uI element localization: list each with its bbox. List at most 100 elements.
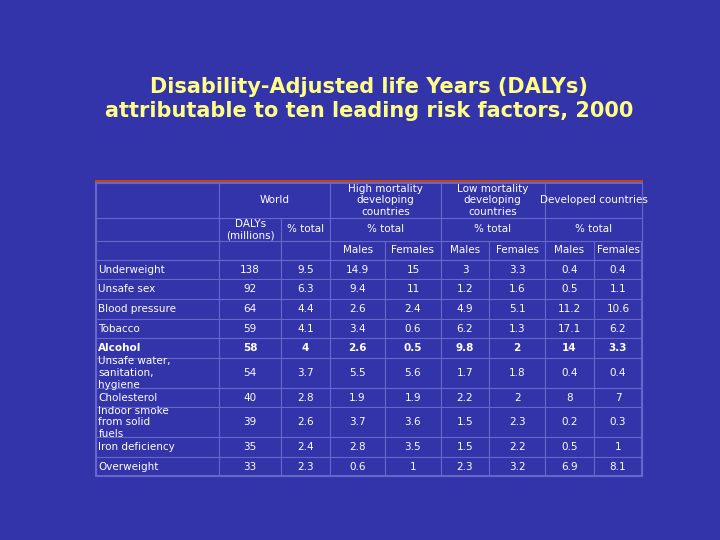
Text: 0.2: 0.2 (561, 417, 577, 427)
Text: % total: % total (474, 224, 511, 234)
Text: 2.4: 2.4 (297, 442, 314, 452)
Text: 8.1: 8.1 (610, 462, 626, 471)
Text: 4.9: 4.9 (456, 304, 473, 314)
Text: % total: % total (575, 224, 612, 234)
Bar (220, 437, 281, 457)
Bar (545, 408, 593, 437)
Bar (281, 339, 330, 358)
Bar (593, 319, 642, 339)
Text: 10.6: 10.6 (606, 304, 629, 314)
Text: Females: Females (495, 245, 539, 255)
Text: 1.1: 1.1 (610, 284, 626, 294)
Bar (220, 280, 281, 299)
Bar (490, 280, 545, 299)
Bar (281, 280, 330, 299)
Bar (281, 183, 330, 218)
Bar (545, 183, 642, 218)
Text: 2.8: 2.8 (349, 442, 366, 452)
Bar (330, 408, 385, 437)
Bar (220, 408, 281, 437)
Bar (330, 218, 385, 241)
Bar (545, 388, 593, 408)
Bar (220, 183, 281, 218)
Bar (220, 319, 281, 339)
Text: DALYs
(millions): DALYs (millions) (226, 219, 274, 240)
Text: 6.2: 6.2 (610, 323, 626, 334)
Text: 58: 58 (243, 343, 258, 353)
Text: 0.4: 0.4 (561, 265, 577, 275)
Bar (281, 388, 330, 408)
Bar (385, 339, 441, 358)
Text: 15: 15 (406, 265, 420, 275)
Bar (490, 358, 545, 388)
Text: 2.2: 2.2 (456, 393, 473, 403)
Bar (281, 358, 330, 388)
Text: 0.3: 0.3 (610, 417, 626, 427)
Bar (385, 437, 441, 457)
Bar (220, 339, 281, 358)
Text: 9.5: 9.5 (297, 265, 314, 275)
Bar (545, 358, 593, 388)
Text: Disability-Adjusted life Years (DALYs)
attributable to ten leading risk factors,: Disability-Adjusted life Years (DALYs) a… (105, 77, 633, 122)
Bar (490, 457, 545, 476)
Text: 2.6: 2.6 (348, 343, 367, 353)
Bar (441, 319, 490, 339)
Text: 1.3: 1.3 (509, 323, 526, 334)
Bar (545, 260, 593, 280)
Bar (441, 457, 490, 476)
Bar (330, 280, 385, 299)
Bar (281, 260, 330, 280)
Bar (220, 299, 281, 319)
Bar (593, 339, 642, 358)
Text: 0.6: 0.6 (405, 323, 421, 334)
Bar (545, 437, 593, 457)
Bar (96, 437, 220, 457)
Text: 54: 54 (243, 368, 257, 378)
Bar (593, 241, 642, 260)
Bar (385, 241, 441, 260)
Bar (490, 319, 545, 339)
Bar (385, 260, 441, 280)
Text: 1.8: 1.8 (509, 368, 526, 378)
Bar (441, 299, 490, 319)
Bar (385, 319, 441, 339)
Bar (385, 457, 441, 476)
Bar (490, 299, 545, 319)
Text: 1.5: 1.5 (456, 442, 473, 452)
Bar (441, 408, 490, 437)
Text: 2.6: 2.6 (349, 304, 366, 314)
Text: Males: Males (343, 245, 373, 255)
Bar (490, 388, 545, 408)
Bar (281, 218, 330, 241)
Text: 8: 8 (566, 393, 572, 403)
Bar (593, 388, 642, 408)
Text: 0.5: 0.5 (404, 343, 422, 353)
Text: 2.2: 2.2 (509, 442, 526, 452)
Bar (490, 408, 545, 437)
Bar (385, 408, 441, 437)
Bar (385, 218, 441, 241)
Bar (281, 241, 330, 260)
Text: 35: 35 (243, 442, 257, 452)
Text: Underweight: Underweight (99, 265, 165, 275)
Text: Males: Males (554, 245, 584, 255)
Bar (545, 339, 593, 358)
Bar (220, 457, 281, 476)
Text: 3.4: 3.4 (349, 323, 366, 334)
Bar (593, 437, 642, 457)
Text: 1.9: 1.9 (349, 393, 366, 403)
Bar (96, 183, 220, 218)
Bar (593, 260, 642, 280)
Text: Females: Females (392, 245, 434, 255)
Text: 2.3: 2.3 (297, 462, 314, 471)
Bar (220, 260, 281, 280)
Bar (593, 218, 642, 241)
Text: Overweight: Overweight (99, 462, 158, 471)
Text: 6.9: 6.9 (561, 462, 577, 471)
Bar (385, 280, 441, 299)
Bar (96, 299, 220, 319)
Bar (490, 241, 545, 260)
Text: 0.5: 0.5 (561, 284, 577, 294)
Text: 2.3: 2.3 (509, 417, 526, 427)
Bar (281, 408, 330, 437)
